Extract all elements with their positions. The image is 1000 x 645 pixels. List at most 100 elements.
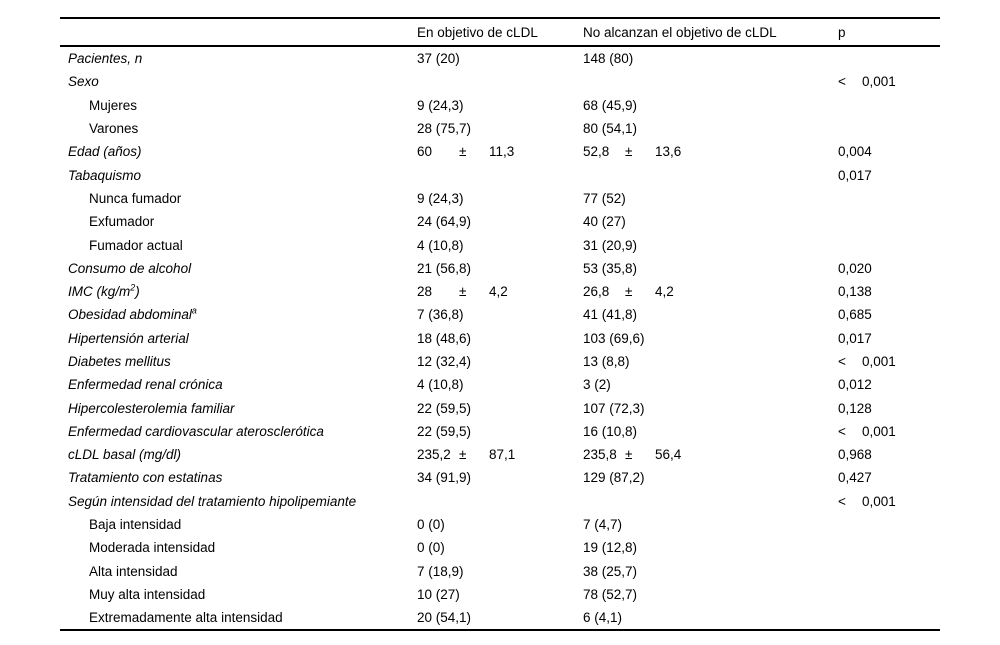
table-row: Nunca fumador 9 (24,3) 77 (52)	[60, 187, 940, 210]
table-row: Enfermedad cardiovascular aterosclerótic…	[60, 420, 940, 443]
results-table: En objetivo de cLDL No alcanzan el objet…	[60, 17, 940, 632]
table-bottom-rule	[60, 629, 940, 632]
cell-p: 0,017	[838, 167, 872, 183]
table-row: Exfumador 24 (64,9) 40 (27)	[60, 210, 940, 233]
cell-no-objective: 78 (52,7)	[583, 586, 638, 602]
table-row: Pacientes, n 37 (20) 148 (80)	[60, 47, 940, 70]
cell-no-objective: 41 (41,8)	[583, 307, 638, 323]
cell-no-objective: 31 (20,9)	[583, 237, 638, 253]
table-row: Baja intensidad 0 (0) 7 (4,7)	[60, 513, 940, 536]
cell-objective: 60 ±11,3	[417, 144, 583, 159]
cell-objective: 9 (24,3)	[417, 97, 464, 113]
seg-sd: 13,6	[655, 144, 682, 160]
row-label: Enfermedad renal crónica	[68, 377, 223, 393]
table-row: Sexo <0,001	[60, 70, 940, 93]
cell-no-objective: 80 (54,1)	[583, 121, 638, 137]
cell-p: 0,685	[838, 307, 872, 323]
cell-no-objective: 53 (35,8)	[583, 260, 638, 276]
cell-p: <0,001	[838, 494, 940, 509]
seg-pm: ±	[625, 284, 633, 300]
cell-objective: 22 (59,5)	[417, 423, 472, 439]
table-row: Mujeres 9 (24,3) 68 (45,9)	[60, 94, 940, 117]
cell-objective: 9 (24,3)	[417, 190, 464, 206]
cell-objective: 34 (91,9)	[417, 470, 472, 486]
cell-no-objective: 235,8 ±56,4	[583, 447, 838, 462]
column-header-p: p	[838, 24, 846, 40]
row-label: Diabetes mellitus	[68, 354, 171, 369]
table-row: Varones 28 (75,7) 80 (54,1)	[60, 117, 940, 140]
cell-objective: 24 (64,9)	[417, 214, 472, 230]
seg-sd: 11,3	[489, 144, 515, 160]
seg-sd: 4,2	[655, 284, 674, 300]
seg-sd: 56,4	[655, 447, 682, 463]
label-superscript: 2	[130, 282, 136, 293]
column-header-objective: En objetivo de cLDL	[417, 24, 538, 40]
seg-pm: ±	[625, 447, 633, 463]
cell-no-objective: 38 (25,7)	[583, 563, 638, 579]
cell-no-objective: 68 (45,9)	[583, 97, 638, 113]
table-row: cLDL basal (mg/dl) 235,2 ±87,1 235,8 ±56,4 0,…	[60, 443, 940, 466]
row-label: Tratamiento con estatinas	[68, 470, 223, 486]
seg-pm: ±	[459, 447, 467, 463]
cell-no-objective: 103 (69,6)	[583, 330, 645, 346]
row-label: Alta intensidad	[89, 563, 178, 579]
row-label: Según intensidad del tratamiento hipolip…	[68, 493, 357, 509]
table-row: Moderada intensidad 0 (0) 19 (12,8)	[60, 536, 940, 559]
table-row: Obesidad abdominala 7 (36,8) 41 (41,8) 0,68…	[60, 303, 940, 326]
cell-no-objective: 129 (87,2)	[583, 470, 645, 486]
table-row: Hipertensión arterial 18 (48,6) 103 (69,6)…	[60, 327, 940, 350]
seg-pm: ±	[459, 144, 467, 160]
cell-objective: 37 (20)	[417, 51, 460, 67]
table-row: IMC (kg/m2) 28 ±4,2 26,8 ±4,2 0,138	[60, 280, 940, 303]
cell-no-objective: 26,8 ±4,2	[583, 284, 838, 299]
cell-p: <0,001	[838, 424, 940, 439]
seg-mean: 235,8	[583, 447, 617, 463]
cell-p: <0,001	[838, 74, 940, 89]
cell-objective: 21 (56,8)	[417, 260, 472, 276]
cell-objective: 20 (54,1)	[417, 610, 472, 626]
table-row: Alta intensidad 7 (18,9) 38 (25,7)	[60, 560, 940, 583]
row-label: Sexo	[68, 74, 99, 90]
seg-pm: ±	[625, 144, 633, 160]
cell-no-objective: 107 (72,3)	[583, 400, 645, 416]
table-row: Tabaquismo 0,017	[60, 163, 940, 186]
table-row: Hipercolesterolemia familiar 22 (59,5) 107…	[60, 396, 940, 419]
seg-lt: <	[838, 354, 846, 369]
table-header-row: En objetivo de cLDL No alcanzan el objet…	[60, 19, 940, 45]
seg-mean: 52,8	[583, 144, 610, 160]
cell-no-objective: 77 (52)	[583, 190, 626, 206]
row-label: Enfermedad cardiovascular aterosclerótic…	[68, 423, 324, 439]
row-label: Mujeres	[89, 97, 138, 113]
cell-objective: 22 (59,5)	[417, 400, 472, 416]
seg-mean: 235,2	[417, 447, 451, 463]
cell-objective: 10 (27)	[417, 586, 460, 602]
row-label: Hipertensión arterial	[68, 330, 189, 346]
cell-objective: 7 (18,9)	[417, 563, 464, 579]
seg-lt: <	[838, 74, 846, 90]
seg-pv: 0,001	[862, 493, 896, 509]
cell-p: 0,968	[838, 447, 872, 463]
cell-objective: 0 (0)	[417, 517, 445, 533]
table-header-rule	[60, 45, 940, 47]
cell-no-objective: 16 (10,8)	[583, 423, 638, 439]
cell-objective: 235,2 ±87,1	[417, 447, 583, 462]
seg-pv: 0,001	[862, 423, 896, 439]
cell-objective: 28 ±4,2	[417, 284, 583, 299]
label-superscript: a	[191, 305, 197, 316]
seg-pm: ±	[459, 284, 467, 300]
cell-no-objective: 52,8 ±13,6	[583, 144, 838, 159]
cell-no-objective: 40 (27)	[583, 214, 626, 230]
cell-p: 0,004	[838, 144, 872, 160]
table-row: Extremadamente alta intensidad 20 (54,1) 6…	[60, 606, 940, 629]
cell-objective: 7 (36,8)	[417, 307, 464, 323]
table-body: Pacientes, n 37 (20) 148 (80) Sexo <0,001 Muj…	[60, 47, 940, 629]
row-label: Extremadamente alta intensidad	[89, 610, 283, 626]
row-label: Varones	[89, 121, 139, 137]
row-label: IMC (kg/m2)	[68, 282, 140, 300]
seg-sd: 87,1	[489, 447, 516, 463]
row-label: Baja intensidad	[89, 517, 182, 533]
seg-lt: <	[838, 423, 846, 439]
row-label: Muy alta intensidad	[89, 586, 206, 602]
cell-no-objective: 6 (4,1)	[583, 610, 623, 626]
